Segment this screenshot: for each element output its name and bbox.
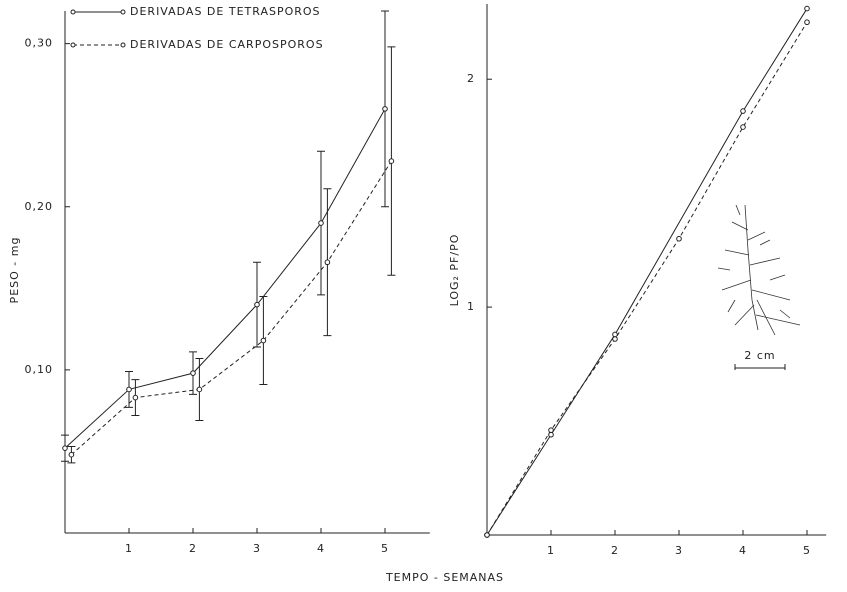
data-point — [804, 5, 810, 12]
data-point — [612, 331, 618, 338]
legend-marker — [70, 42, 76, 48]
x-tick-label: 4 — [739, 544, 747, 557]
data-point — [190, 370, 196, 376]
x-axis-title: TEMPO - SEMANAS — [385, 571, 504, 584]
y-tick-label: 0,30 — [25, 37, 54, 50]
x-tick-label: 5 — [803, 544, 811, 557]
plant-drawing — [717, 204, 801, 336]
data-point — [740, 108, 746, 114]
x-tick-label: 2 — [189, 542, 197, 555]
y-tick-label: 0,10 — [25, 363, 54, 376]
legend-marker — [120, 42, 126, 48]
data-point — [740, 124, 746, 130]
data-point — [132, 394, 139, 401]
data-point — [254, 301, 260, 308]
data-point — [68, 451, 75, 458]
legend-label: DERIVADAS DE TETRASPOROS — [130, 5, 321, 18]
x-tick-label: 5 — [381, 542, 389, 555]
x-tick-label: 1 — [125, 542, 133, 555]
legend-label: DERIVADAS DE CARPOSPOROS — [130, 38, 324, 51]
x-tick-label: 3 — [253, 542, 261, 555]
data-point — [62, 445, 68, 451]
y-tick-label: 0,20 — [25, 200, 54, 213]
y-tick-label: 1 — [467, 300, 475, 313]
data-point — [382, 106, 388, 112]
data-point — [318, 220, 324, 226]
x-tick-label: 1 — [547, 544, 555, 557]
data-point — [484, 532, 490, 538]
annotation: 2 cm — [744, 349, 775, 362]
data-point — [324, 259, 331, 266]
data-point — [388, 158, 395, 164]
data-point — [612, 336, 618, 342]
data-point — [676, 235, 682, 242]
series-line — [64, 108, 386, 449]
data-point — [126, 386, 132, 393]
x-tick-label: 2 — [611, 544, 619, 557]
data-point — [804, 19, 810, 26]
legend-marker — [120, 9, 126, 15]
data-point — [548, 427, 554, 433]
y-tick-label: 2 — [467, 72, 475, 85]
y-axis-title: LOG₂ PF/PO — [448, 234, 461, 307]
x-tick-label: 3 — [675, 544, 683, 557]
x-tick-label: 4 — [317, 542, 325, 555]
y-axis-title: PESO - mg — [8, 237, 21, 304]
data-point — [196, 386, 203, 393]
data-point — [260, 337, 267, 344]
legend-marker — [70, 9, 76, 15]
series-line — [71, 160, 392, 456]
